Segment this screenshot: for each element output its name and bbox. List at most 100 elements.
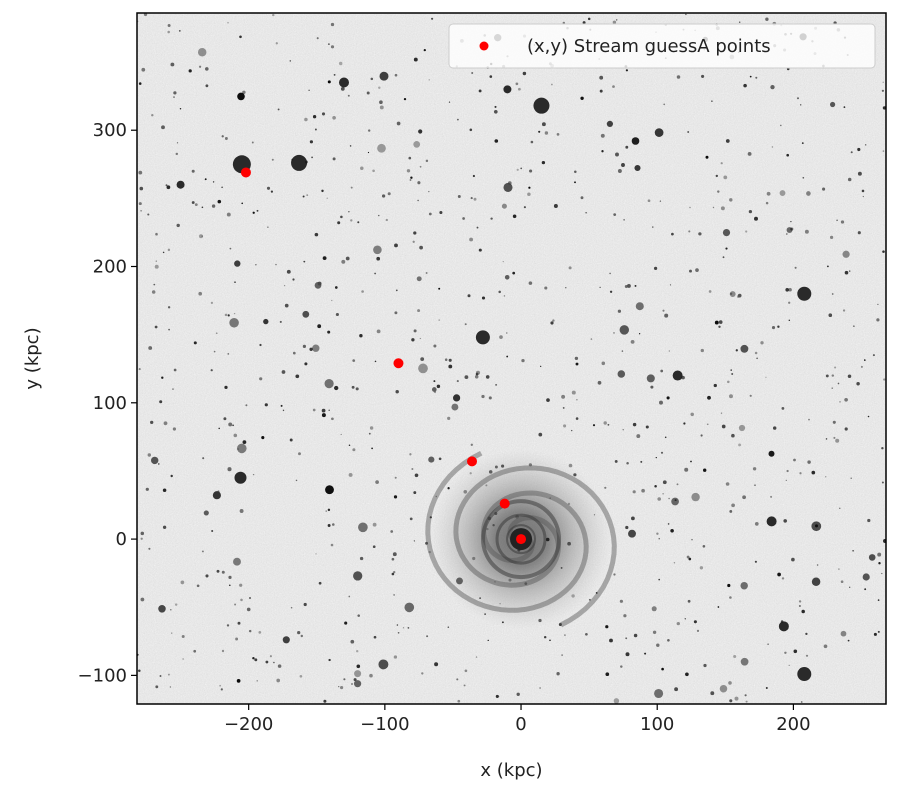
- star: [325, 510, 327, 512]
- star: [802, 176, 805, 179]
- star: [595, 591, 598, 594]
- star: [456, 678, 459, 681]
- star: [552, 319, 555, 322]
- star: [520, 167, 523, 170]
- star: [145, 487, 149, 491]
- star: [631, 516, 635, 521]
- legend-box: [448, 23, 876, 69]
- star: [653, 266, 658, 271]
- star: [170, 474, 173, 478]
- star: [193, 341, 197, 345]
- star: [740, 344, 749, 353]
- star: [864, 588, 867, 591]
- star: [358, 522, 368, 533]
- star: [882, 81, 884, 83]
- star: [788, 301, 791, 304]
- star: [609, 290, 613, 293]
- star: [878, 562, 881, 565]
- star: [263, 318, 269, 325]
- plot-frame: [136, 12, 887, 705]
- star: [553, 204, 558, 208]
- star: [211, 204, 216, 208]
- star: [312, 115, 317, 119]
- star: [523, 206, 526, 209]
- star: [667, 523, 670, 525]
- star: [673, 562, 676, 564]
- star: [413, 491, 417, 495]
- star: [614, 459, 618, 463]
- star: [657, 497, 661, 501]
- star: [731, 503, 735, 508]
- star: [353, 678, 357, 682]
- star: [464, 375, 469, 380]
- star: [438, 287, 441, 290]
- star: [396, 121, 401, 126]
- star: [766, 191, 771, 196]
- star: [654, 128, 664, 137]
- star: [676, 75, 681, 79]
- star: [348, 472, 353, 477]
- star: [515, 82, 519, 86]
- star: [172, 427, 177, 431]
- star: [376, 329, 381, 334]
- bright-star: [672, 370, 683, 381]
- star: [662, 309, 665, 312]
- star: [169, 686, 172, 688]
- star: [656, 532, 659, 535]
- star: [473, 197, 477, 201]
- star: [713, 383, 717, 388]
- star: [198, 65, 202, 68]
- star: [777, 572, 781, 577]
- star: [409, 179, 412, 181]
- x-tick-label: −200: [224, 714, 273, 735]
- star: [193, 649, 197, 653]
- star: [835, 438, 840, 443]
- star: [248, 629, 252, 633]
- star: [199, 234, 203, 239]
- star: [143, 13, 148, 17]
- star: [148, 547, 151, 550]
- star: [357, 614, 360, 617]
- star: [348, 444, 351, 447]
- star: [258, 631, 262, 634]
- star: [391, 572, 395, 576]
- star: [575, 417, 579, 420]
- star: [330, 543, 334, 547]
- star: [626, 283, 631, 288]
- star: [781, 577, 785, 580]
- star: [259, 377, 263, 381]
- star: [825, 374, 829, 378]
- star: [625, 525, 629, 530]
- star: [580, 196, 584, 200]
- star: [605, 625, 609, 629]
- star: [196, 584, 200, 588]
- star: [425, 272, 428, 274]
- star: [379, 105, 384, 110]
- legend-marker: [479, 41, 489, 51]
- star: [332, 115, 336, 120]
- star: [613, 213, 617, 216]
- star: [321, 112, 326, 116]
- star: [148, 346, 153, 350]
- x-axis: −200 −100 0 100 200: [224, 704, 811, 735]
- star: [237, 92, 245, 101]
- bright-star: [533, 97, 550, 114]
- star: [662, 493, 664, 495]
- star: [562, 406, 565, 409]
- star: [374, 360, 377, 363]
- star: [322, 256, 327, 261]
- star: [754, 351, 758, 355]
- star: [696, 629, 700, 633]
- star: [727, 380, 730, 384]
- star: [331, 417, 334, 421]
- y-tick-label: 300: [93, 120, 127, 141]
- star: [646, 374, 655, 383]
- star: [585, 632, 588, 636]
- star: [852, 550, 854, 552]
- x-tick-label: 0: [515, 714, 526, 735]
- star: [251, 141, 254, 144]
- star: [245, 404, 248, 407]
- star: [451, 403, 459, 411]
- star: [738, 443, 742, 447]
